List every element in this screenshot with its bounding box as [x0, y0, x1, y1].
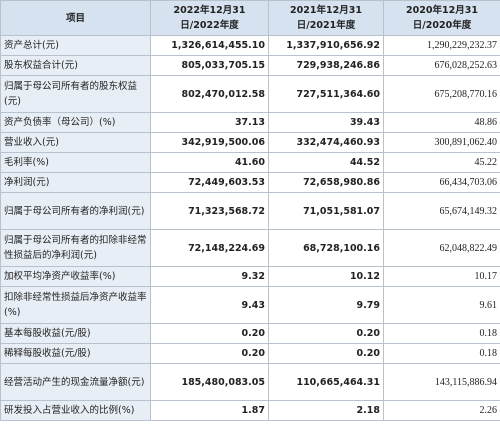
value-cell: 66,434,703.06	[383, 172, 500, 193]
value-cell: 0.18	[383, 343, 500, 364]
table-row: 资产负债率（母公司）(%) 37.13 39.43 48.86	[0, 112, 500, 133]
row-label: 归属于母公司所有者的扣除非经常性损益后的净利润(元)	[0, 229, 151, 267]
row-label: 扣除非经常性损益后净资产收益率(%)	[0, 286, 151, 324]
value-cell: 300,891,062.40	[383, 132, 500, 153]
value-cell: 68,728,100.16	[268, 229, 384, 267]
value-cell: 45.22	[383, 152, 500, 173]
row-label: 基本每股收益(元/股)	[0, 323, 151, 344]
table-row: 扣除非经常性损益后净资产收益率(%) 9.43 9.79 9.61	[0, 286, 500, 324]
value-cell: 65,674,149.32	[383, 192, 500, 230]
value-cell: 729,938,246.86	[268, 55, 384, 76]
value-cell: 727,511,364.60	[268, 75, 384, 113]
table-row: 稀释每股收益(元/股) 0.20 0.20 0.18	[0, 343, 500, 364]
value-cell: 72,449,603.53	[150, 172, 269, 193]
table-body: 资产总计(元) 1,326,614,455.10 1,337,910,656.92 1…	[0, 35, 500, 421]
header-cell: 2022年12月31日/2022年度	[150, 0, 269, 36]
table-row: 经营活动产生的现金流量净额(元) 185,480,083.05 110,665,46…	[0, 363, 500, 401]
value-cell: 110,665,464.31	[268, 363, 384, 401]
row-label: 股东权益合计(元)	[0, 55, 151, 76]
row-label: 研发投入占营业收入的比例(%)	[0, 400, 151, 421]
table-row: 研发投入占营业收入的比例(%) 1.87 2.18 2.26	[0, 400, 500, 421]
row-label: 营业收入(元)	[0, 132, 151, 153]
header-row: 项目 2022年12月31日/2022年度 2021年12月31日/2021年度 20…	[0, 0, 500, 36]
value-cell: 675,208,770.16	[383, 75, 500, 113]
table-row: 归属于母公司所有者的净利润(元) 71,323,568.72 71,051,581.…	[0, 192, 500, 230]
header-cell: 项目	[0, 0, 151, 36]
value-cell: 0.18	[383, 323, 500, 344]
row-label: 加权平均净资产收益率(%)	[0, 266, 151, 287]
row-label: 稀释每股收益(元/股)	[0, 343, 151, 364]
value-cell: 44.52	[268, 152, 384, 173]
row-label: 归属于母公司所有者的净利润(元)	[0, 192, 151, 230]
value-cell: 9.79	[268, 286, 384, 324]
value-cell: 185,480,083.05	[150, 363, 269, 401]
value-cell: 41.60	[150, 152, 269, 173]
row-label: 经营活动产生的现金流量净额(元)	[0, 363, 151, 401]
header-cell: 2020年12月31日/2020年度	[383, 0, 500, 36]
value-cell: 39.43	[268, 112, 384, 133]
value-cell: 1,290,229,232.37	[383, 35, 500, 56]
row-label: 净利润(元)	[0, 172, 151, 193]
value-cell: 0.20	[268, 343, 384, 364]
value-cell: 1,337,910,656.92	[268, 35, 384, 56]
value-cell: 9.32	[150, 266, 269, 287]
table-row: 加权平均净资产收益率(%) 9.32 10.12 10.17	[0, 266, 500, 287]
header-cell: 2021年12月31日/2021年度	[268, 0, 384, 36]
value-cell: 0.20	[268, 323, 384, 344]
value-cell: 676,028,252.63	[383, 55, 500, 76]
value-cell: 802,470,012.58	[150, 75, 269, 113]
value-cell: 10.12	[268, 266, 384, 287]
value-cell: 1,326,614,455.10	[150, 35, 269, 56]
value-cell: 332,474,460.93	[268, 132, 384, 153]
value-cell: 805,033,705.15	[150, 55, 269, 76]
value-cell: 71,323,568.72	[150, 192, 269, 230]
value-cell: 37.13	[150, 112, 269, 133]
value-cell: 62,048,822.49	[383, 229, 500, 267]
value-cell: 2.18	[268, 400, 384, 421]
table-row: 基本每股收益(元/股) 0.20 0.20 0.18	[0, 323, 500, 344]
value-cell: 10.17	[383, 266, 500, 287]
value-cell: 71,051,581.07	[268, 192, 384, 230]
table-row: 净利润(元) 72,449,603.53 72,658,980.86 66,434,7…	[0, 172, 500, 193]
row-label: 资产总计(元)	[0, 35, 151, 56]
table-row: 毛利率(%) 41.60 44.52 45.22	[0, 152, 500, 173]
value-cell: 9.43	[150, 286, 269, 324]
value-cell: 0.20	[150, 323, 269, 344]
value-cell: 2.26	[383, 400, 500, 421]
table-row: 资产总计(元) 1,326,614,455.10 1,337,910,656.92 1…	[0, 35, 500, 56]
table-row: 股东权益合计(元) 805,033,705.15 729,938,246.86 676…	[0, 55, 500, 76]
value-cell: 0.20	[150, 343, 269, 364]
value-cell: 9.61	[383, 286, 500, 324]
value-cell: 342,919,500.06	[150, 132, 269, 153]
value-cell: 72,148,224.69	[150, 229, 269, 267]
row-label: 归属于母公司所有者的股东权益(元)	[0, 75, 151, 113]
value-cell: 143,115,886.94	[383, 363, 500, 401]
table-row: 归属于母公司所有者的股东权益(元) 802,470,012.58 727,511,3…	[0, 75, 500, 113]
row-label: 资产负债率（母公司）(%)	[0, 112, 151, 133]
value-cell: 48.86	[383, 112, 500, 133]
table-row: 营业收入(元) 342,919,500.06 332,474,460.93 300,8…	[0, 132, 500, 153]
value-cell: 72,658,980.86	[268, 172, 384, 193]
row-label: 毛利率(%)	[0, 152, 151, 173]
value-cell: 1.87	[150, 400, 269, 421]
table-row: 归属于母公司所有者的扣除非经常性损益后的净利润(元) 72,148,224.69 6…	[0, 229, 500, 267]
